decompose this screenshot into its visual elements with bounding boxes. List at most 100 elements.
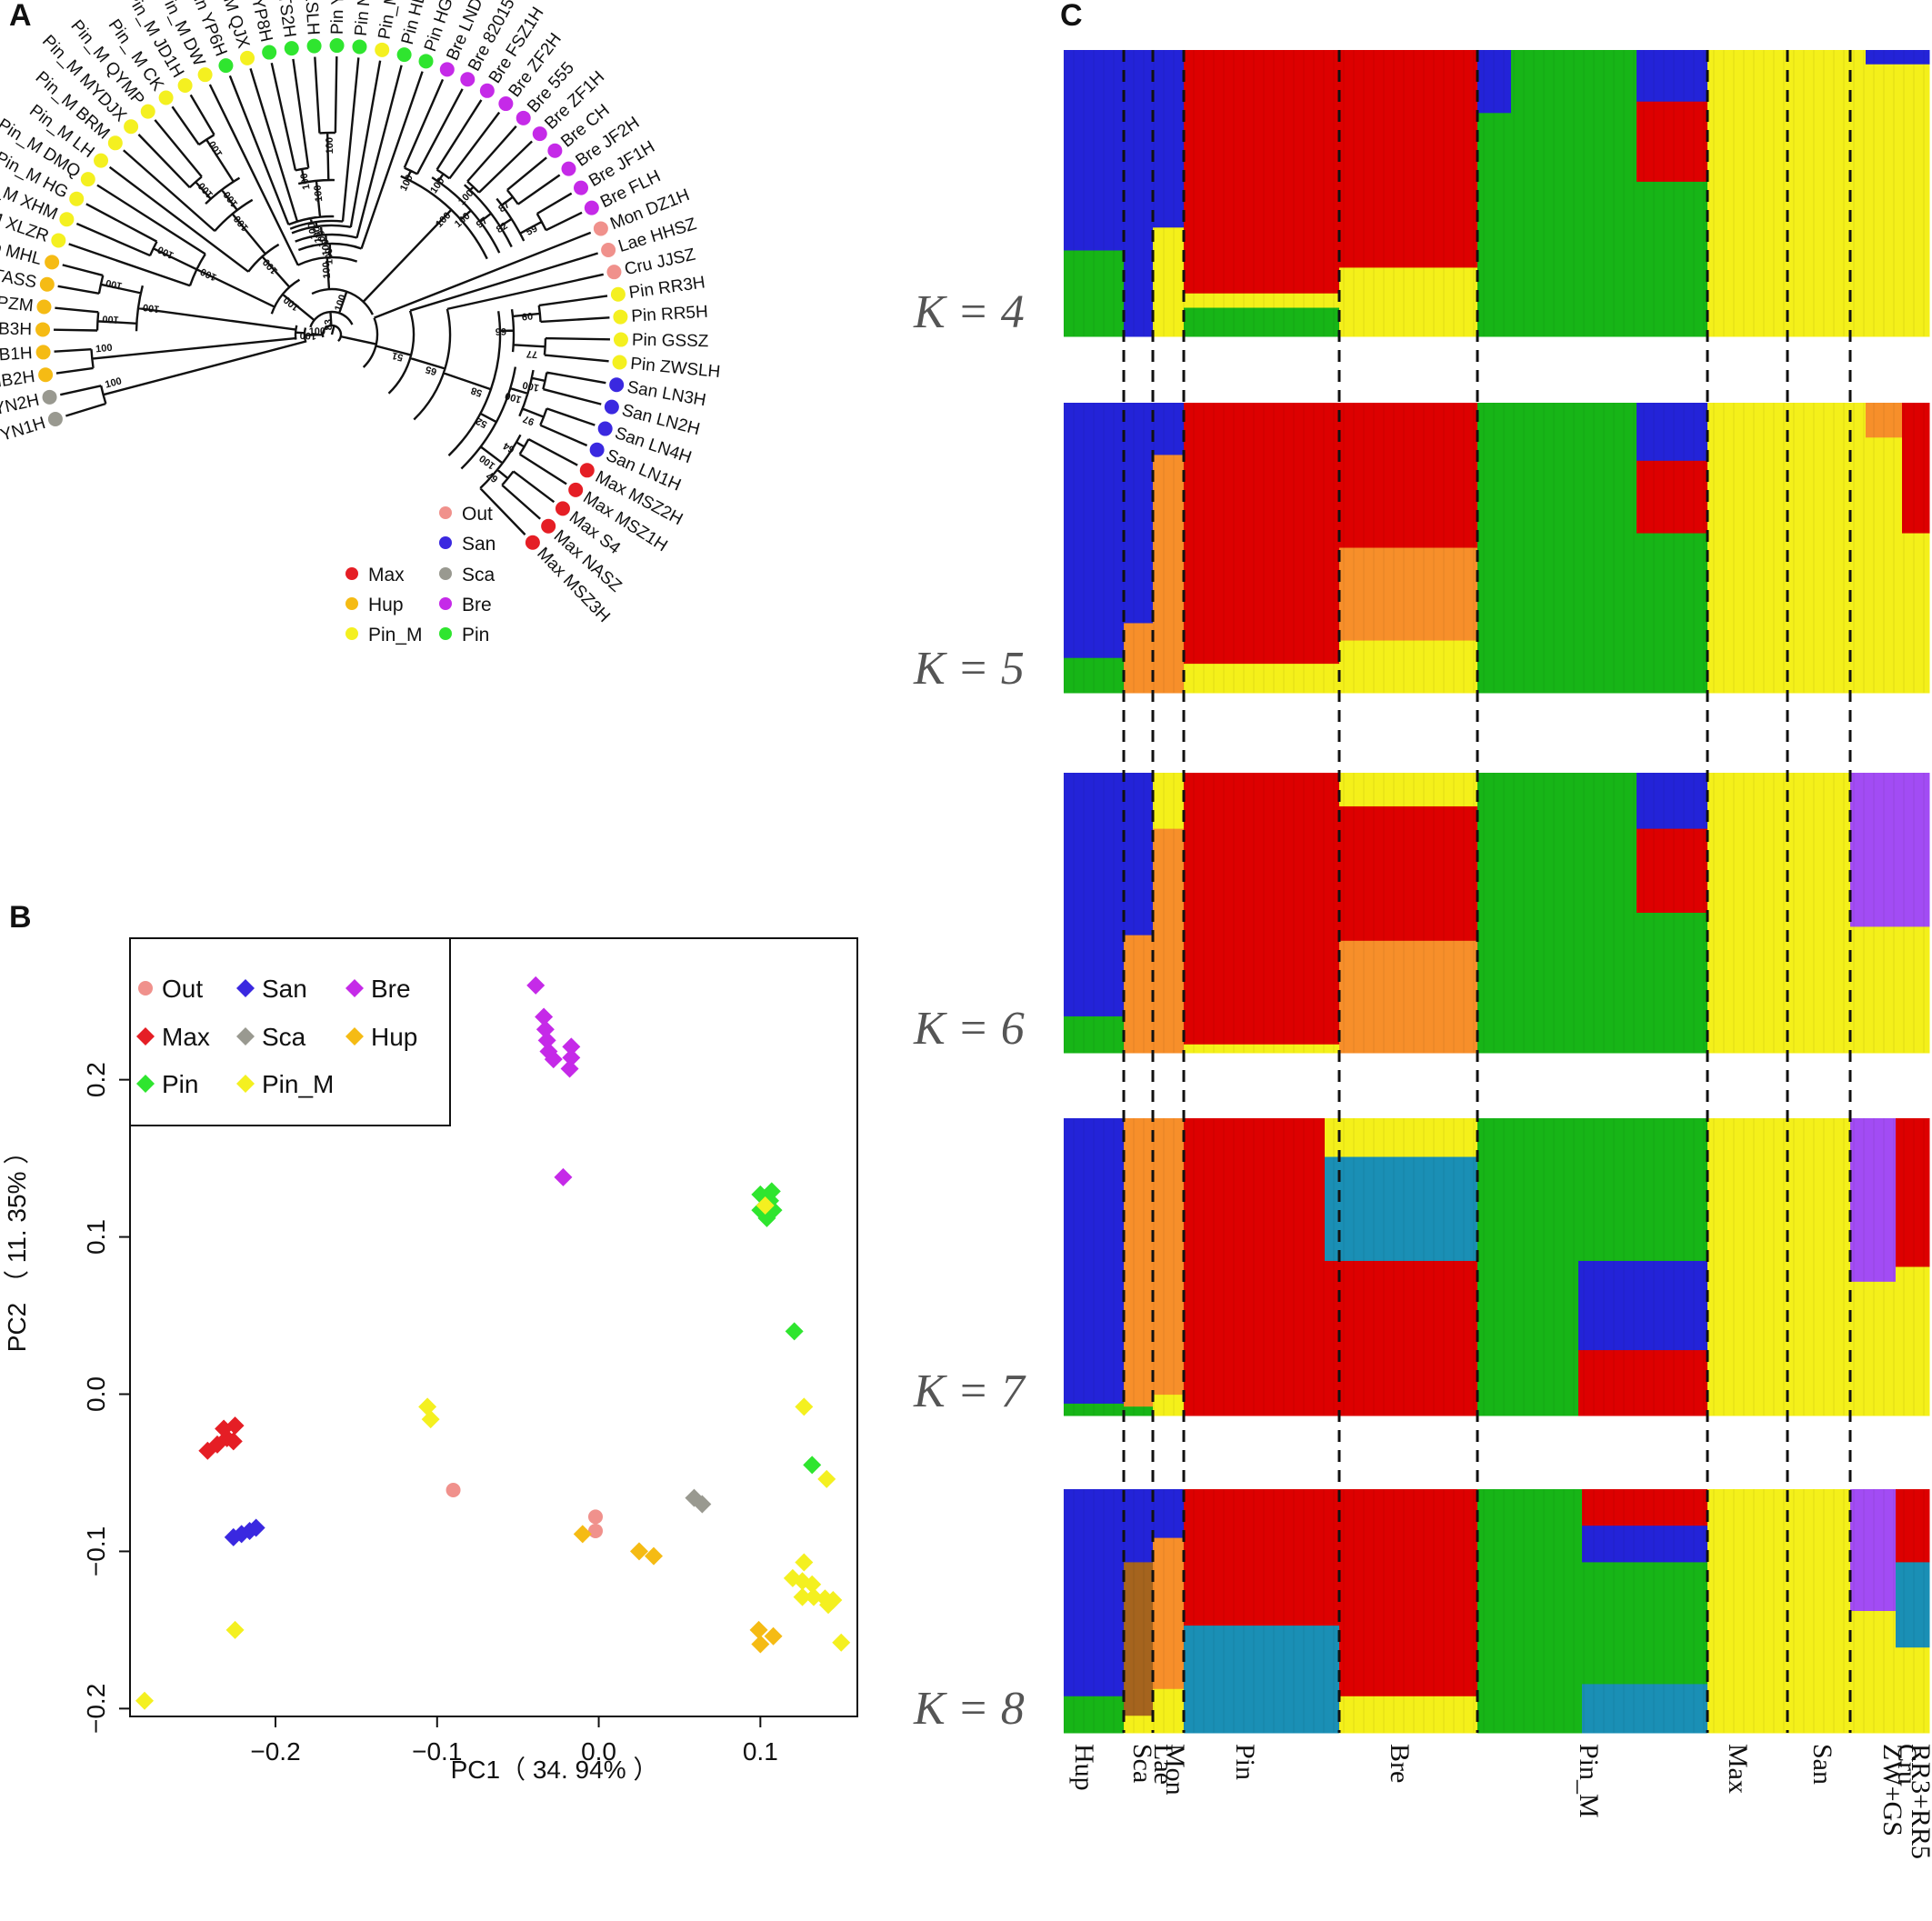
admixture-bar — [1850, 1611, 1897, 1734]
pca-x-label: PC1（ 34. 94% ） — [451, 1756, 659, 1784]
population-label: Pin — [1230, 1744, 1260, 1780]
admixture-bar — [1511, 50, 1637, 337]
admixture-bar — [1184, 664, 1340, 694]
admixture-bar — [1339, 773, 1478, 807]
pca-point-pin-m — [793, 1587, 812, 1606]
admixture-bar — [1153, 455, 1185, 694]
tree-tip-label: Pin RR3H — [627, 273, 706, 303]
admixture-bar — [1582, 1526, 1708, 1563]
admixture-bar — [1184, 293, 1340, 308]
pca-legend-marker — [136, 1075, 155, 1093]
admixture-bar — [1184, 1489, 1340, 1626]
panel-label-c: C — [1060, 0, 1083, 33]
tree-tip-marker — [94, 153, 109, 168]
tree-legend-marker — [345, 567, 358, 580]
phylogenetic-tree: 1001001001001001001001001001001001001001… — [0, 0, 721, 626]
tree-legend-label: Out — [462, 504, 493, 525]
tree-tip-marker — [606, 265, 622, 280]
admixture-bar — [1339, 640, 1478, 694]
population-label: ZW+GS — [1877, 1744, 1907, 1836]
admixture-bar — [1064, 1696, 1125, 1734]
bootstrap-value: 64 — [501, 439, 516, 455]
admixture-bar — [1477, 50, 1512, 114]
admixture-bar — [1850, 1118, 1897, 1283]
tree-tip-marker — [45, 255, 60, 270]
admixture-bar — [1582, 1684, 1708, 1734]
pca-plot-frame — [129, 937, 858, 1717]
pca-point-bre — [562, 1048, 581, 1067]
bootstrap-value: 100 — [321, 262, 333, 279]
panel-label-b: B — [9, 900, 32, 935]
admixture-bar — [1902, 533, 1930, 694]
bootstrap-value: 100 — [315, 230, 328, 247]
bootstrap-value: 100 — [522, 379, 540, 394]
y-tick-label: −0.2 — [82, 1684, 110, 1734]
admixture-bar — [1637, 533, 1708, 694]
bootstrap-value: 97 — [522, 413, 536, 427]
admixture-bar — [1339, 1489, 1478, 1697]
admixture-bar — [1124, 1562, 1154, 1716]
admixture-bar — [1850, 773, 1930, 927]
bootstrap-value: 65 — [425, 364, 438, 377]
tree-tip-marker — [589, 442, 605, 457]
tree-tip-marker — [612, 355, 627, 370]
admixture-bar — [1637, 50, 1708, 103]
pca-point-max — [224, 1432, 243, 1451]
x-tick-label: 0.0 — [581, 1737, 616, 1766]
tree-tip-marker — [107, 135, 123, 151]
population-label: Mon — [1160, 1744, 1190, 1796]
tree-legend-marker — [439, 567, 452, 580]
k-label: K = 7 — [913, 1366, 1026, 1417]
pca-point-pin — [803, 1456, 822, 1475]
tree-tip-marker — [306, 38, 322, 54]
tree-tip-marker — [579, 463, 595, 478]
pca-legend-label: Max — [162, 1023, 210, 1051]
tree-tip-marker — [547, 143, 563, 158]
bootstrap-value: 67 — [485, 469, 500, 485]
admixture-bar — [1902, 403, 1930, 535]
tree-tip-marker — [439, 62, 455, 77]
bootstrap-value: 100 — [311, 225, 324, 244]
tree-tip-marker — [158, 90, 174, 105]
pca-legend-label: Out — [162, 975, 203, 1003]
admixture-bar — [1124, 403, 1154, 624]
admixture-bar — [1637, 828, 1708, 914]
pca-point-pin-m — [805, 1587, 823, 1606]
tree-legend-label: Hup — [368, 595, 404, 615]
bootstrap-value: 77 — [526, 348, 538, 360]
structure-panel-k6: K = 6 — [913, 773, 1930, 1055]
admixture-bar — [1477, 1118, 1579, 1416]
tree-tip-marker — [568, 482, 584, 497]
pca-point-out — [588, 1509, 603, 1525]
admixture-bar — [1582, 1489, 1708, 1526]
tree-tip-label: HupXPZM — [0, 289, 34, 315]
tree-tip-marker — [51, 233, 66, 248]
bootstrap-value: 100 — [434, 210, 453, 230]
admixture-bar — [1124, 1118, 1154, 1407]
tree-tip-marker — [593, 221, 608, 236]
pca-point-pin-m — [832, 1633, 851, 1652]
admixture-bar — [1064, 50, 1125, 251]
tree-tip-marker — [218, 58, 234, 74]
pca-point-san — [246, 1518, 265, 1537]
population-label: Cru — [1892, 1744, 1922, 1785]
pca-point-pin-m — [795, 1553, 814, 1572]
tree-legend-label: Pin — [462, 625, 489, 645]
admixture-bar — [1153, 773, 1185, 830]
admixture-bar — [1896, 1118, 1930, 1267]
tree-tip-marker — [610, 286, 626, 302]
tree-legend-marker — [439, 506, 452, 519]
admixture-bar — [1707, 403, 1867, 694]
admixture-bar — [1153, 50, 1185, 228]
admixture-bar — [1578, 1260, 1708, 1351]
pca-point-bre — [562, 1037, 581, 1056]
tree-tip-marker — [516, 110, 531, 125]
tree-tip-marker — [262, 45, 277, 60]
tree-legend-marker — [345, 597, 358, 610]
pca-point-bre — [537, 1031, 556, 1050]
k-label: K = 6 — [913, 1003, 1025, 1055]
pca-point-out — [445, 1482, 461, 1497]
pca-point-hup — [630, 1542, 648, 1561]
admixture-bar — [1184, 403, 1340, 665]
